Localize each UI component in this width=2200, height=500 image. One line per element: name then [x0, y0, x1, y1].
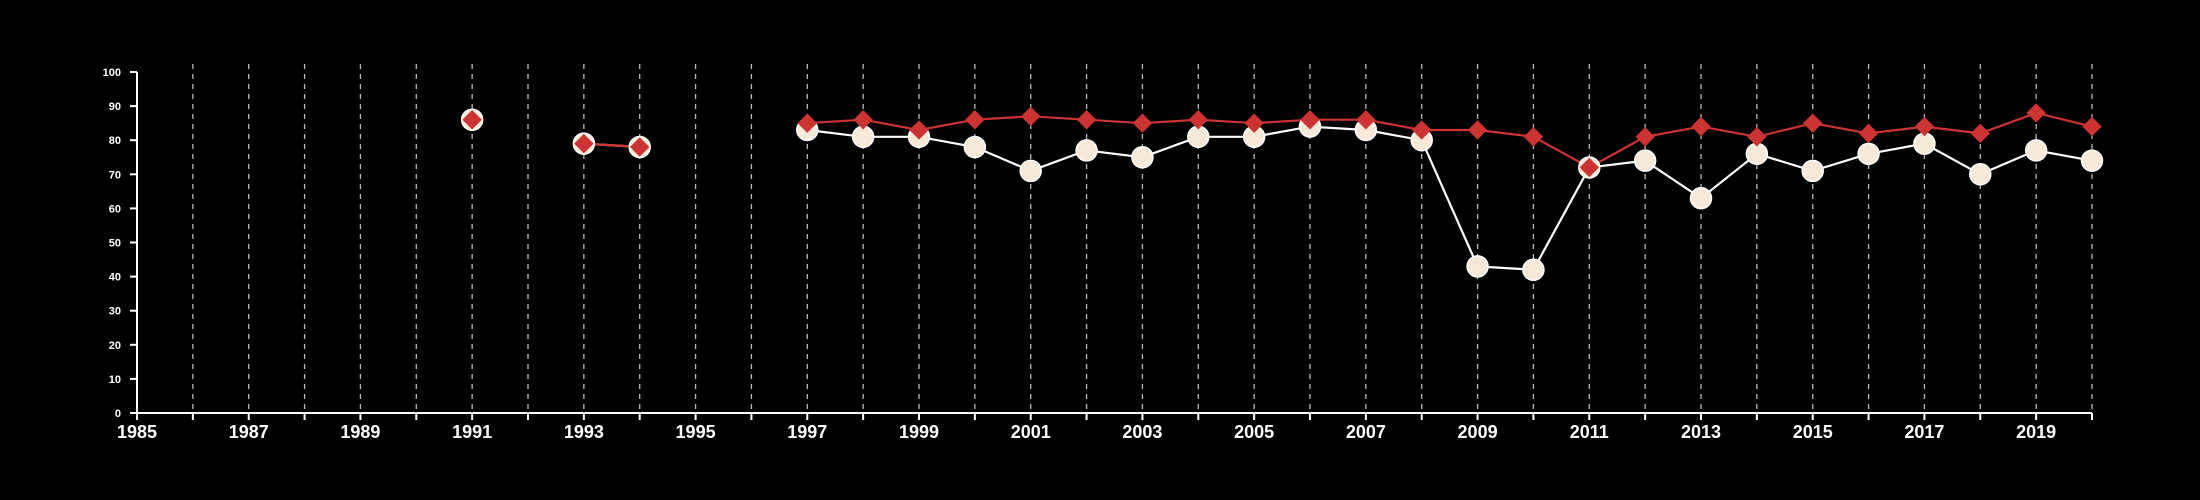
circle-marker-2010 — [1522, 258, 1545, 282]
diamond-marker-2006 — [1300, 110, 1320, 130]
diamond-marker-2003 — [1132, 113, 1153, 133]
diamond-marker-1999 — [909, 120, 929, 140]
circle-marker-2019 — [2024, 139, 2048, 162]
x-tick-label-2005: 2005 — [1234, 422, 1274, 442]
x-tick-label-1991: 1991 — [452, 422, 492, 442]
diamond-marker-1991 — [462, 110, 482, 130]
x-tick-label-2019: 2019 — [2016, 422, 2056, 442]
circle-marker-2016 — [1857, 142, 1880, 166]
series-diamond-line-segment — [807, 111, 2093, 169]
y-tick-label-0: 0 — [115, 408, 121, 420]
y-tick-label-30: 30 — [109, 306, 121, 318]
diamond-marker-2013 — [1691, 116, 1711, 137]
x-tick-label-2001: 2001 — [1011, 422, 1051, 442]
circle-marker-2002 — [1075, 139, 1098, 162]
y-tick-label-40: 40 — [109, 272, 121, 284]
x-tick-label-2013: 2013 — [1681, 422, 1721, 442]
x-tick-label-1987: 1987 — [229, 422, 269, 442]
diamond-marker-1993 — [574, 133, 594, 154]
diamond-marker-2005 — [1244, 113, 1264, 133]
x-tick-label-2007: 2007 — [1346, 422, 1386, 442]
y-tick-label-60: 60 — [109, 203, 121, 215]
circle-marker-2012 — [1633, 149, 1657, 172]
x-tick-label-1997: 1997 — [787, 422, 827, 442]
diamond-marker-2017 — [1914, 116, 1935, 137]
grid-lines — [192, 64, 2093, 413]
diamond-marker-2007 — [1356, 110, 1376, 130]
circle-marker-2015 — [1801, 159, 1824, 183]
circle-marker-2013 — [1689, 186, 1713, 210]
diamond-marker-2000 — [965, 110, 985, 130]
y-tick-label-20: 20 — [109, 340, 121, 352]
y-tick-label-90: 90 — [109, 101, 121, 113]
y-tick-label-50: 50 — [109, 238, 121, 250]
x-tick-label-1999: 1999 — [899, 422, 939, 442]
diamond-marker-2018 — [1970, 123, 1990, 144]
diamond-marker-1997 — [797, 113, 817, 133]
x-tick-label-1989: 1989 — [340, 422, 380, 442]
circle-marker-2003 — [1131, 146, 1154, 169]
diamond-marker-2002 — [1076, 110, 1097, 130]
series-diamond-markers — [462, 103, 2102, 178]
series-circle-line-segment — [807, 125, 2093, 271]
diamond-marker-2020 — [2082, 116, 2102, 137]
y-tick-label-80: 80 — [109, 135, 121, 147]
diamond-marker-2015 — [1803, 113, 1823, 133]
axes: 1985 1987 1989 1991 1993 1995 1997 1999 2001 2003… — [103, 67, 2093, 442]
x-tick-label-2009: 2009 — [1458, 422, 1498, 442]
diamond-marker-2014 — [1747, 127, 1767, 147]
y-tick-label-70: 70 — [109, 169, 121, 181]
circle-marker-2000 — [963, 135, 987, 159]
diamond-marker-2001 — [1021, 106, 1041, 127]
circle-marker-2001 — [1019, 159, 1042, 183]
x-tick-label-2003: 2003 — [1122, 422, 1162, 442]
x-tick-label-1995: 1995 — [676, 422, 716, 442]
diamond-marker-2008 — [1412, 120, 1432, 140]
x-tick-label-2017: 2017 — [1904, 422, 1944, 442]
circle-marker-2018 — [1969, 163, 1992, 186]
y-tick-label-10: 10 — [109, 374, 121, 386]
diamond-marker-2019 — [2026, 103, 2046, 123]
diamond-marker-2004 — [1188, 110, 1208, 130]
x-tick-label-2011: 2011 — [1570, 422, 1609, 442]
diamond-marker-1998 — [853, 110, 873, 130]
x-tick-label-2015: 2015 — [1793, 422, 1833, 442]
circle-marker-2009 — [1466, 255, 1489, 278]
diamond-marker-2010 — [1523, 127, 1544, 147]
series-circle-markers — [460, 108, 2104, 282]
diamond-marker-2009 — [1467, 120, 1488, 140]
x-tick-label-1985: 1985 — [117, 422, 157, 442]
circle-marker-2020 — [2080, 149, 2104, 172]
data-series — [460, 103, 2104, 282]
diamond-marker-2012 — [1635, 127, 1655, 147]
x-tick-label-1993: 1993 — [564, 422, 604, 442]
y-tick-label-100: 100 — [103, 67, 121, 79]
diamond-marker-2016 — [1858, 123, 1879, 144]
diamond-marker-2011 — [1579, 157, 1599, 178]
diamond-marker-1994 — [630, 137, 650, 157]
